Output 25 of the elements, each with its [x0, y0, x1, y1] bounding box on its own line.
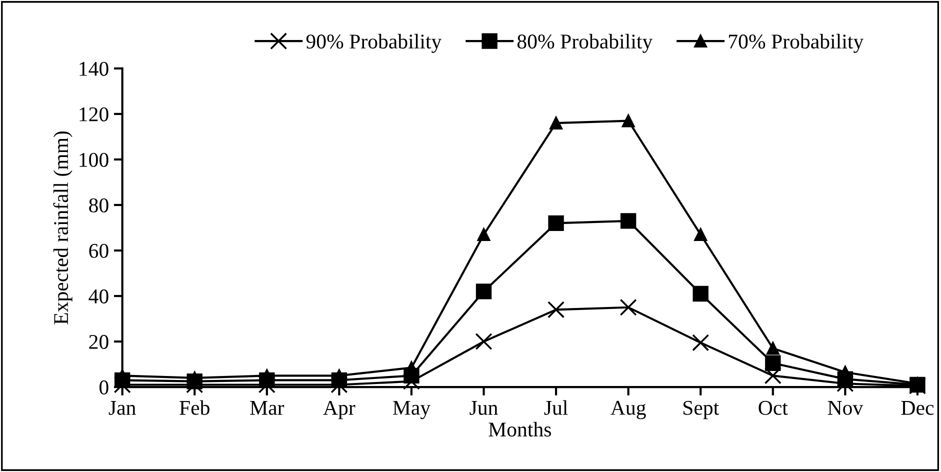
x-axis-title: Months: [488, 422, 551, 437]
x-tick-label: Mar: [250, 401, 284, 415]
x-tick-label: Jan: [108, 401, 136, 415]
y-tick-label: 140: [80, 62, 108, 76]
y-tick-label: 100: [80, 152, 108, 167]
y-tick-label: 0: [100, 380, 108, 394]
x-tick-label: Dec: [901, 401, 934, 415]
x-tick-label: Nov: [828, 401, 864, 415]
x-tick-label: Feb: [180, 400, 210, 415]
y-tick-label: 120: [80, 107, 108, 122]
legend-label: 70% Probability: [729, 34, 864, 53]
x-tick-label: May: [392, 400, 430, 420]
x-tick-label: Apr: [323, 400, 356, 420]
x-tick-label: Jul: [544, 400, 568, 415]
legend-label: 80% Probability: [517, 34, 653, 53]
y-tick-label: 20: [89, 334, 108, 349]
y-tick-label: 40: [88, 289, 108, 304]
y-axis-title: Expected rainfall (mm): [53, 131, 72, 324]
x-tick-label: Jun: [470, 401, 498, 415]
x-tick-label: Aug: [610, 400, 646, 420]
y-tick-label: 60: [89, 244, 108, 258]
x-tick-label: Oct: [758, 400, 788, 415]
x-tick-label: Sept: [683, 400, 720, 420]
y-tick-label: 80: [89, 198, 108, 212]
legend-label: 90% Probability: [306, 34, 442, 53]
